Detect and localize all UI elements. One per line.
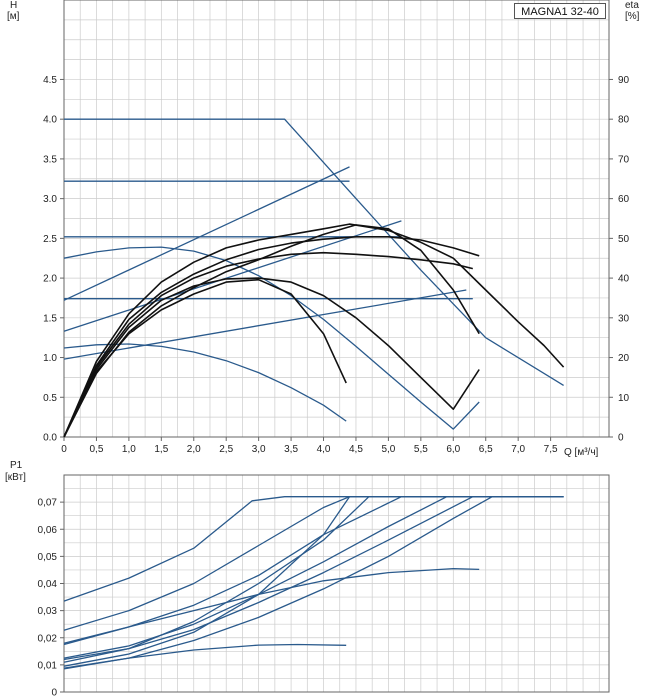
x-tick-label: 0,5 (89, 444, 103, 455)
x-tick-label: 5,5 (414, 444, 428, 455)
y-tick-label: 2.0 (43, 274, 57, 285)
y2-tick-label: 0 (618, 433, 624, 444)
power-plot: 0 0,01 0,02 0,03 0,04 0,05 0,06 0,07 P1 [кВт] (5, 460, 610, 699)
x-tick-label: 5,0 (381, 444, 395, 455)
head-plot: 0 0,5 1,0 1,5 2,0 2,5 3,0 3,5 4,0 4,5 5,0 5,5 6,0 6,5… (7, 0, 640, 458)
x-tick-label: 7,0 (511, 444, 525, 455)
series-line (63, 223, 565, 438)
p-y-tick-label: 0,06 (38, 525, 58, 536)
series-line (63, 251, 473, 438)
series-line (63, 224, 480, 438)
series-line (63, 496, 564, 602)
p-y-tick-label: 0,02 (38, 633, 58, 644)
power-ylabel-unit: [кВт] (5, 472, 26, 483)
y2-tick-label: 80 (618, 115, 630, 126)
y-tick-label: 0.5 (43, 393, 57, 404)
y-tick-label: 3.0 (43, 194, 57, 205)
y2-tick-label: 70 (618, 154, 630, 165)
head-series (63, 118, 565, 438)
y-tick-label: 1.0 (43, 353, 57, 364)
series-line (63, 643, 347, 669)
y2-tick-label: 10 (618, 393, 630, 404)
series-line (63, 277, 480, 438)
y2-tick-label: 90 (618, 75, 630, 86)
series-line (63, 496, 564, 631)
x-tick-label: 7,5 (544, 444, 558, 455)
power-series (63, 496, 564, 670)
series-line (63, 220, 402, 332)
p-y-tick-label: 0,01 (38, 660, 58, 671)
head-grid (63, 0, 609, 438)
power-ylabel: P1 (10, 460, 23, 471)
head-y2-ticks: 0 10 20 30 40 50 60 70 80 90 (609, 75, 630, 444)
x-tick-label: 6,0 (446, 444, 460, 455)
series-line (63, 236, 480, 438)
series-line (63, 289, 467, 360)
eta-label-unit: [%] (625, 11, 640, 22)
y2-tick-label: 30 (618, 313, 630, 324)
series-line (63, 496, 351, 667)
head-plot-frame (63, 0, 610, 438)
y2-tick-label: 40 (618, 274, 630, 285)
x-tick-label: 3,0 (252, 444, 266, 455)
series-line (64, 118, 564, 386)
model-name-label: MAGNA1 32-40 (514, 3, 606, 19)
y-tick-label: 1.5 (43, 313, 57, 324)
x-tick-label: 1,0 (122, 444, 136, 455)
y-tick-label: 0.0 (43, 433, 57, 444)
x-tick-label: 4,5 (349, 444, 363, 455)
series-line (63, 496, 493, 670)
p-y-tick-label: 0 (51, 688, 57, 699)
x-tick-label: 1,5 (154, 444, 168, 455)
y-tick-label: 2.5 (43, 234, 57, 245)
eta-label: eta (625, 0, 639, 11)
head-ylabel-unit: [м] (7, 11, 20, 22)
head-y-ticks: 0.0 0.5 1.0 1.5 2.0 2.5 3.0 3.5 4.0 4.5 (43, 75, 64, 444)
y2-tick-label: 20 (618, 353, 630, 364)
x-tick-label: 4,0 (317, 444, 331, 455)
series-line (63, 278, 347, 438)
y2-tick-label: 50 (618, 234, 630, 245)
x-tick-label: 2,5 (219, 444, 233, 455)
series-line (63, 567, 480, 646)
p-y-tick-label: 0,04 (38, 579, 58, 590)
y2-tick-label: 60 (618, 194, 630, 205)
series-line (63, 496, 370, 663)
y-tick-label: 3.5 (43, 154, 57, 165)
flow-xlabel: Q [м³/ч] (564, 447, 599, 458)
series-line (63, 166, 350, 301)
x-tick-label: 6,5 (479, 444, 493, 455)
p-y-tick-label: 0,07 (38, 498, 58, 509)
y-tick-label: 4.0 (43, 115, 57, 126)
head-x-ticks: 0 0,5 1,0 1,5 2,0 2,5 3,0 3,5 4,0 4,5 5,0 5,5 6,0 6,5… (61, 437, 558, 455)
series-line (63, 246, 480, 430)
head-ylabel: H (10, 0, 17, 11)
power-grid (63, 474, 609, 693)
power-y-ticks: 0 0,01 0,02 0,03 0,04 0,05 0,06 0,07 (38, 498, 64, 699)
p-y-tick-label: 0,03 (38, 606, 58, 617)
series-line (63, 496, 564, 661)
y-tick-label: 4.5 (43, 75, 57, 86)
x-tick-label: 3,5 (284, 444, 298, 455)
p-y-tick-label: 0,05 (38, 552, 58, 563)
x-tick-label: 2,0 (187, 444, 201, 455)
x-tick-label: 0 (61, 444, 67, 455)
